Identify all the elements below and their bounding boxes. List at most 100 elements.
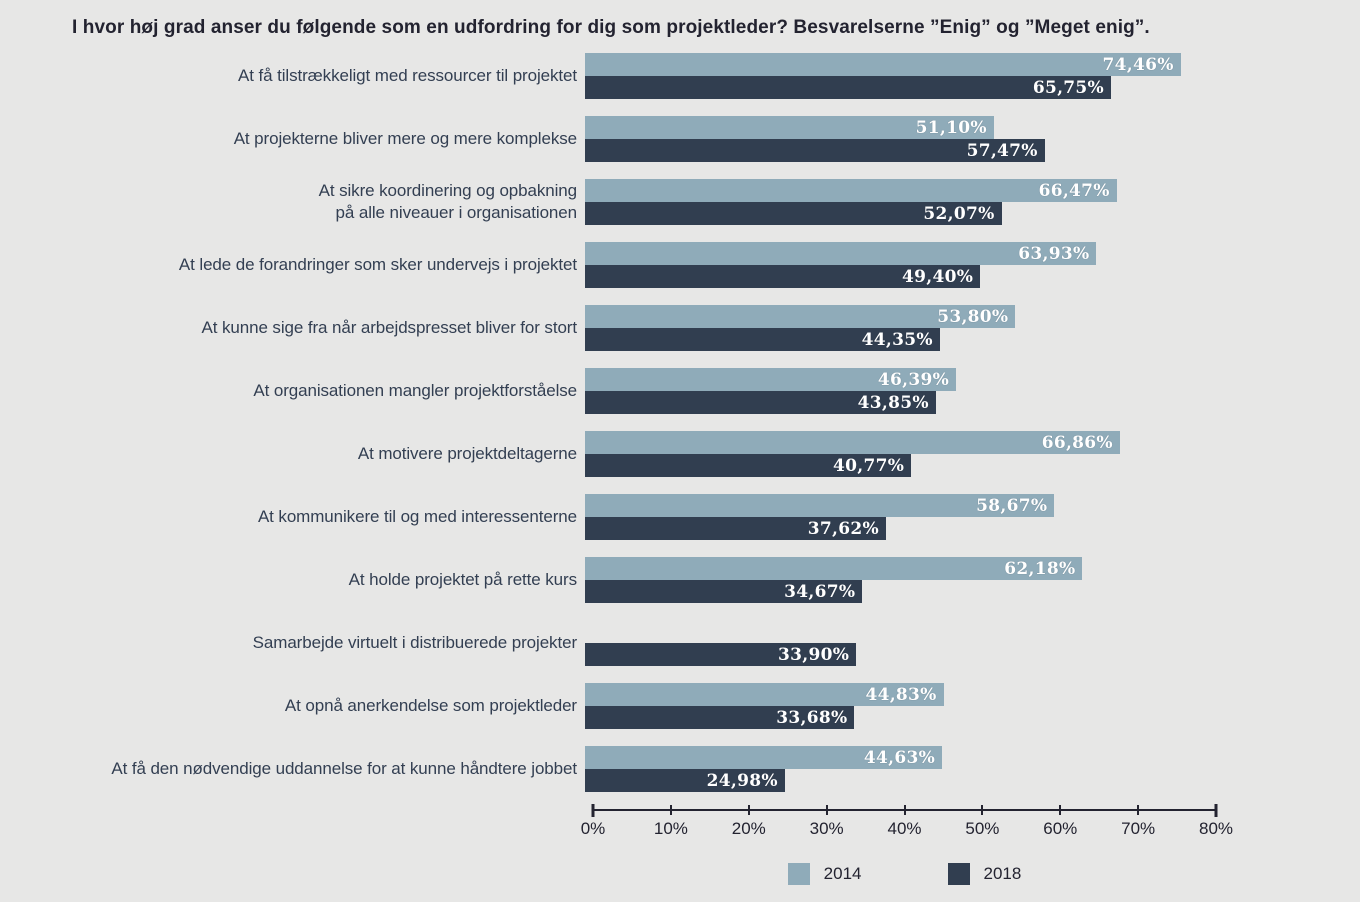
bar-value-label: 62,18% xyxy=(1004,558,1076,579)
chart-row: At kunne sige fra når arbejdspresset bli… xyxy=(0,305,1360,351)
bar-slot-2018: 34,67% xyxy=(585,580,1225,603)
bar-slot-2014: 62,18% xyxy=(585,557,1225,580)
bar-slot-2014: 46,39% xyxy=(585,368,1225,391)
bar-2014: 63,93% xyxy=(585,242,1097,265)
bar-value-label: 46,39% xyxy=(877,369,950,390)
bar-2018: 52,07% xyxy=(585,202,1002,225)
bar-pair: 44,83% 33,68% xyxy=(585,683,1225,729)
bar-pair: 53,80% 44,35% xyxy=(585,305,1225,351)
category-label: At motivere projektdeltagerne xyxy=(357,444,577,463)
bar-2014: 46,39% xyxy=(585,368,957,391)
chart-row: At motivere projektdeltagerne 66,86% 40,77… xyxy=(0,431,1360,477)
bar-rows: At få tilstrækkeligt med ressourcer til … xyxy=(0,53,1360,792)
axis-tick-label: 50% xyxy=(965,819,1000,838)
bar-slot-2018: 24,98% xyxy=(585,769,1225,792)
legend-swatch-2018 xyxy=(947,863,970,885)
x-axis: 0% 10% 20% 30% 40% 50% 60% 70% 80% xyxy=(581,804,1233,838)
legend-item-2018: 2018 xyxy=(947,863,1022,885)
bar-slot-2014: 44,83% xyxy=(585,683,1225,706)
bar-pair: 44,63% 24,98% xyxy=(585,746,1225,792)
bar-slot-2018: 37,62% xyxy=(585,517,1225,540)
chart-row: At få den nødvendige uddannelse for at k… xyxy=(0,746,1360,792)
bar-value-label: 66,86% xyxy=(1041,432,1113,453)
axis-tick-label: 80% xyxy=(1198,819,1234,838)
bar-value-label: 74,46% xyxy=(1102,54,1174,75)
bar-value-label: 44,63% xyxy=(863,747,936,768)
bar-slot-2018: 57,47% xyxy=(585,139,1225,162)
category-label: At holde projektet på rette kurs xyxy=(348,570,577,589)
chart-row: At organisationen mangler projektforståe… xyxy=(0,368,1360,414)
category-label: At projekterne bliver mere og mere kompl… xyxy=(233,129,577,148)
chart-row: At opnå anerkendelse som projektleder 44,… xyxy=(0,683,1360,729)
bar-pair: 33,90% xyxy=(585,620,1225,666)
bar-slot-2014: 74,46% xyxy=(585,53,1225,76)
axis-tick xyxy=(1059,805,1062,815)
axis-tick xyxy=(591,804,595,817)
bar-2014: 58,67% xyxy=(585,494,1055,517)
bar-value-label: 34,67% xyxy=(784,581,856,602)
bar-value-label: 44,83% xyxy=(865,684,937,705)
bar-value-label: 66,47% xyxy=(1038,180,1110,201)
bar-pair: 51,10% 57,47% xyxy=(585,116,1225,162)
bar-value-label: 52,07% xyxy=(923,203,995,224)
bar-pair: 58,67% 37,62% xyxy=(585,494,1225,540)
category-label: At opnå anerkendelse som projektleder xyxy=(284,696,577,715)
bar-pair: 74,46% 65,75% xyxy=(585,53,1225,99)
bar-2018: 34,67% xyxy=(585,580,863,603)
bar-slot-2014: 58,67% xyxy=(585,494,1225,517)
axis-tick xyxy=(1214,804,1218,817)
category-label: At kommunikere til og med interessentern… xyxy=(257,507,577,526)
axis-tick-label: 0% xyxy=(580,819,606,838)
bar-2014: 62,18% xyxy=(585,557,1083,580)
bar-slot-2014: 51,10% xyxy=(585,116,1225,139)
bar-slot-2014 xyxy=(585,620,1225,643)
bar-slot-2018: 52,07% xyxy=(585,202,1225,225)
axis-tick xyxy=(669,805,672,815)
chart-title: I hvor høj grad anser du følgende som en… xyxy=(72,17,1150,38)
chart-row: At lede de forandringer som sker underve… xyxy=(0,242,1360,288)
bar-pair: 62,18% 34,67% xyxy=(585,557,1225,603)
chart-row: Samarbejde virtuelt i distribuerede proj… xyxy=(0,620,1360,666)
bar-pair: 46,39% 43,85% xyxy=(585,368,1225,414)
bar-value-label: 51,10% xyxy=(915,117,987,138)
bar-slot-2014: 66,47% xyxy=(585,179,1225,202)
bar-slot-2018: 40,77% xyxy=(585,454,1225,477)
bar-pair: 66,86% 40,77% xyxy=(585,431,1225,477)
bar-2018: 33,90% xyxy=(585,643,857,666)
chart-row: At sikre koordinering og opbakning på al… xyxy=(0,179,1360,225)
category-label: Samarbejde virtuelt i distribuerede proj… xyxy=(252,633,577,652)
bar-value-label: 37,62% xyxy=(807,518,879,539)
bar-slot-2018: 49,40% xyxy=(585,265,1225,288)
axis-tick-label: 10% xyxy=(653,819,688,838)
bar-2018: 37,62% xyxy=(585,517,886,540)
bar-slot-2018: 65,75% xyxy=(585,76,1225,99)
axis-tick xyxy=(747,805,750,815)
legend-label-2018: 2018 xyxy=(983,864,1022,883)
bar-pair: 66,47% 52,07% xyxy=(585,179,1225,225)
bar-2014: 66,86% xyxy=(585,431,1120,454)
bar-value-label: 53,80% xyxy=(937,306,1009,327)
chart-row: At kommunikere til og med interessentern… xyxy=(0,494,1360,540)
category-label: At lede de forandringer som sker underve… xyxy=(178,255,577,274)
legend-swatch-2014 xyxy=(787,863,810,885)
chart-row: At projekterne bliver mere og mere kompl… xyxy=(0,116,1360,162)
axis-tick-label: 60% xyxy=(1043,819,1078,838)
bar-value-label: 33,68% xyxy=(776,707,848,728)
bar-2018: 49,40% xyxy=(585,265,981,288)
category-label: At få tilstrækkeligt med ressourcer til … xyxy=(238,66,577,85)
bar-2018: 33,68% xyxy=(585,706,855,729)
axis-tick xyxy=(903,805,906,815)
bar-2018: 57,47% xyxy=(585,139,1045,162)
bar-2018: 65,75% xyxy=(585,76,1111,99)
category-label: At kunne sige fra når arbejdspresset bli… xyxy=(201,318,578,337)
legend: 2014 2018 xyxy=(593,863,1216,885)
bar-value-label: 24,98% xyxy=(706,770,778,791)
legend-label-2014: 2014 xyxy=(823,864,862,883)
chart-row: At få tilstrækkeligt med ressourcer til … xyxy=(0,53,1360,99)
bar-2014: 44,83% xyxy=(585,683,944,706)
bar-value-label: 40,77% xyxy=(832,455,905,476)
bar-slot-2018: 33,68% xyxy=(585,706,1225,729)
axis-tick-label: 20% xyxy=(731,819,766,838)
bar-2018: 43,85% xyxy=(585,391,936,414)
